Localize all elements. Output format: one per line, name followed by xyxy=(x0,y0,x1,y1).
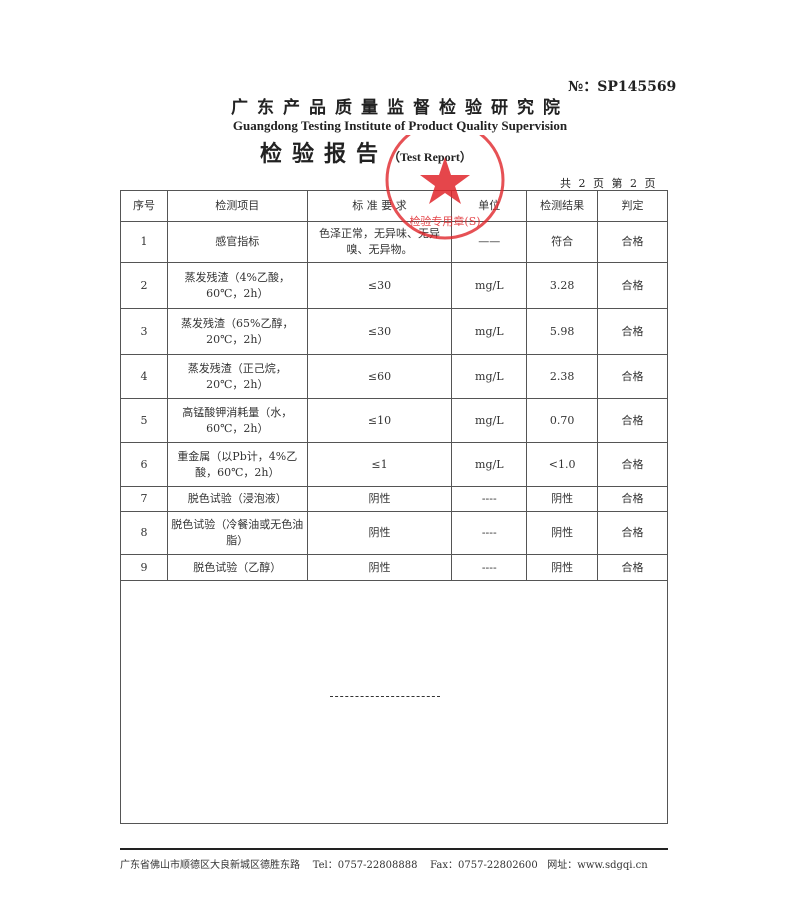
table-cell: 合格 xyxy=(597,262,668,309)
table-cell: 8 xyxy=(120,511,168,555)
table-cell: 7 xyxy=(120,486,168,512)
column-header: 判定 xyxy=(597,190,668,222)
table-cell: mg/L xyxy=(451,308,528,355)
table-cell: mg/L xyxy=(451,354,528,399)
blank-cell xyxy=(120,580,668,824)
footer-contact: 广东省佛山市顺德区大良新城区德胜东路 Tel：0757-22808888 Fax… xyxy=(120,860,648,871)
column-header: 检测结果 xyxy=(526,190,599,222)
table-cell: 色泽正常，无异味、无异嗅、无异物。 xyxy=(306,221,453,263)
table-cell: ≤30 xyxy=(306,262,453,309)
table-cell: mg/L xyxy=(451,442,528,487)
table-cell: 感官指标 xyxy=(166,221,308,263)
table-cell: ≤10 xyxy=(306,398,453,443)
table-cell: 合格 xyxy=(597,398,668,443)
table-cell: ---- xyxy=(451,486,528,512)
table-cell: 合格 xyxy=(597,308,668,355)
table-cell: —— xyxy=(451,221,528,263)
table-cell: 符合 xyxy=(526,221,599,263)
table-cell: 阴性 xyxy=(526,554,599,581)
table-cell: 合格 xyxy=(597,554,668,581)
table-cell: 1 xyxy=(120,221,168,263)
table-row: 4 蒸发残渣（正己烷，20℃，2h） ≤60 mg/L 2.38 合格 xyxy=(120,354,668,399)
table-cell: 5 xyxy=(120,398,168,443)
table-row: 1 感官指标 色泽正常，无异味、无异嗅、无异物。 —— 符合 合格 xyxy=(120,221,668,263)
table-cell: 蒸发残渣（正己烷，20℃，2h） xyxy=(166,354,308,399)
table-cell: 重金属（以Pb计，4%乙酸，60℃，2h） xyxy=(166,442,308,487)
table-cell: 蒸发残渣（65%乙醇，20℃，2h） xyxy=(166,308,308,355)
table-cell: 高锰酸钾消耗量（水，60℃，2h） xyxy=(166,398,308,443)
table-row: 9 脱色试验（乙醇） 阴性 ---- 阴性 合格 xyxy=(120,554,668,581)
title-cn: 检验报告 xyxy=(260,141,389,167)
table-header: 序号 检测项目标 准 要 求单位 检测结果 判定 xyxy=(120,190,668,222)
table-cell: 2.38 xyxy=(526,354,599,399)
institute-name-en: Guangdong Testing Institute of Product Q… xyxy=(232,118,568,133)
table-row: 3 蒸发残渣（65%乙醇，20℃，2h） ≤30 mg/L 5.98 合格 xyxy=(120,308,668,355)
table-cell: 3.28 xyxy=(526,262,599,309)
column-header: 序号 xyxy=(120,190,168,222)
table-cell: 脱色试验（乙醇） xyxy=(166,554,308,581)
table-cell: 阴性 xyxy=(526,486,599,512)
table-cell: 脱色试验（浸泡液） xyxy=(166,486,308,512)
table-cell: 合格 xyxy=(597,442,668,487)
table-row: 5 高锰酸钾消耗量（水，60℃，2h） ≤10 mg/L 0.70 合格 xyxy=(120,398,668,443)
table-cell: 合格 xyxy=(597,221,668,263)
page-info: 共 2 页 第 2 页 xyxy=(560,177,658,190)
table-cell: 蒸发残渣（4%乙酸，60℃，2h） xyxy=(166,262,308,309)
table-cell: 阴性 xyxy=(306,511,453,555)
table-cell: 5.98 xyxy=(526,308,599,355)
table-row: 7 脱色试验（浸泡液） 阴性 ---- 阴性 合格 xyxy=(120,486,668,512)
table-cell: 0.70 xyxy=(526,398,599,443)
table-cell: <1.0 xyxy=(526,442,599,487)
table-cell: ≤30 xyxy=(306,308,453,355)
table-row: 6 重金属（以Pb计，4%乙酸，60℃，2h） ≤1 mg/L <1.0 合格 xyxy=(120,442,668,487)
table-cell: mg/L xyxy=(451,262,528,309)
table-cell: 合格 xyxy=(597,511,668,555)
table-cell: 2 xyxy=(120,262,168,309)
end-divider xyxy=(330,696,440,697)
results-table: 序号 检测项目标 准 要 求单位 检测结果 判定 1 感官指标 色泽正常，无异味、无异嗅、… xyxy=(120,190,668,824)
table-row: 8 脱色试验（冷餐油或无色油脂） 阴性 ---- 阴性 合格 xyxy=(120,511,668,555)
table-cell: 阴性 xyxy=(306,486,453,512)
table-cell: 合格 xyxy=(597,354,668,399)
table-cell: 4 xyxy=(120,354,168,399)
footer-rule xyxy=(120,848,668,850)
table-cell: 9 xyxy=(120,554,168,581)
column-header: 检测项目 xyxy=(166,190,308,222)
table-cell: 阴性 xyxy=(306,554,453,581)
table-cell: 6 xyxy=(120,442,168,487)
table-cell: 3 xyxy=(120,308,168,355)
institute-name-cn: 广东产品质量监督检验研究院 xyxy=(231,98,569,118)
table-cell: ≤60 xyxy=(306,354,453,399)
table-cell: ---- xyxy=(451,554,528,581)
table-cell: 脱色试验（冷餐油或无色油脂） xyxy=(166,511,308,555)
report-number: №：SP145569 xyxy=(568,79,677,95)
table-row: 2 蒸发残渣（4%乙酸，60℃，2h） ≤30 mg/L 3.28 合格 xyxy=(120,262,668,309)
table-cell: 阴性 xyxy=(526,511,599,555)
table-cell: ≤1 xyxy=(306,442,453,487)
table-cell: mg/L xyxy=(451,398,528,443)
official-seal-icon: 检验专用章(S) xyxy=(385,135,505,240)
empty-area xyxy=(120,580,668,824)
report-title: 检验报告（Test Report） xyxy=(260,136,472,168)
table-cell: 合格 xyxy=(597,486,668,512)
svg-text:检验专用章(S): 检验专用章(S) xyxy=(409,214,480,228)
title-en: （Test Report） xyxy=(388,150,472,164)
table-cell: ---- xyxy=(451,511,528,555)
